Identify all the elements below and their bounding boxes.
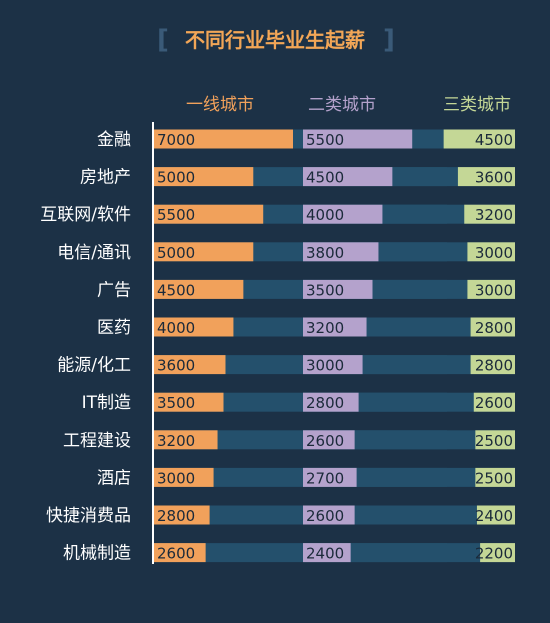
bar — [303, 279, 373, 299]
bar — [154, 279, 244, 299]
bar-value-label: 3000 — [157, 469, 195, 487]
bar-value-label: 3000 — [306, 357, 344, 375]
bar-track — [303, 505, 515, 525]
series-header: 二类城市 — [308, 95, 376, 115]
bar-value-label: 3800 — [306, 244, 344, 262]
bar-value-label: 3500 — [306, 281, 344, 299]
bar — [443, 129, 515, 149]
category-label: 机械制造 — [63, 544, 131, 564]
category-label: 工程建设 — [63, 431, 131, 451]
bar-value-label: 2800 — [475, 357, 513, 375]
bar-value-label: 2600 — [157, 545, 195, 563]
bar-value-label: 2600 — [475, 394, 513, 412]
title-group: [ 不同行业毕业生起薪 ] — [157, 25, 395, 55]
bar — [467, 242, 515, 262]
bar-value-label: 2800 — [306, 394, 344, 412]
bar — [154, 430, 218, 450]
title-bracket-left: [ — [157, 25, 169, 55]
bar-value-label: 4000 — [157, 319, 195, 337]
bar — [473, 392, 515, 412]
bar-value-label: 2400 — [475, 507, 513, 525]
category-label: 能源/化工 — [57, 356, 131, 376]
bar — [154, 467, 214, 487]
category-label: 广告 — [97, 280, 131, 300]
bar — [303, 242, 379, 262]
bar-value-label: 3000 — [475, 244, 513, 262]
bar-value-label: 5000 — [157, 244, 195, 262]
category-label: 医药 — [97, 318, 131, 338]
bar — [303, 467, 357, 487]
category-label: 酒店 — [97, 468, 131, 488]
bar — [154, 204, 264, 224]
bar-value-label: 3000 — [475, 281, 513, 299]
bar-value-label: 4000 — [306, 206, 344, 224]
bar-value-label: 5500 — [306, 131, 344, 149]
category-label: 电信/通讯 — [57, 243, 131, 263]
bar — [154, 242, 254, 262]
bar — [457, 167, 515, 187]
bar — [303, 355, 363, 375]
bar-value-label: 4500 — [475, 131, 513, 149]
bar-value-label: 2500 — [475, 469, 513, 487]
bar — [303, 129, 413, 149]
bar — [303, 204, 383, 224]
bar — [303, 505, 355, 525]
bar — [154, 392, 224, 412]
bar-value-label: 7000 — [157, 131, 195, 149]
category-label: 快捷消费品 — [46, 506, 131, 526]
bar — [475, 430, 515, 450]
bar — [154, 355, 226, 375]
bar-value-label: 3600 — [157, 357, 195, 375]
series-header: 一线城市 — [186, 95, 254, 115]
category-label: 房地产 — [80, 168, 131, 188]
bar — [154, 543, 206, 563]
title-bracket-right: ] — [383, 25, 395, 55]
bar — [464, 204, 515, 224]
bar — [467, 279, 515, 299]
bar — [476, 505, 515, 525]
bar — [154, 167, 254, 187]
bar-value-label: 2500 — [475, 432, 513, 450]
bar-value-label: 2700 — [306, 469, 344, 487]
bar-track — [303, 430, 515, 450]
bar-value-label: 2400 — [306, 545, 344, 563]
bar-track — [303, 543, 515, 563]
bar-value-label: 2800 — [157, 507, 195, 525]
bar-value-label: 3200 — [306, 319, 344, 337]
bar — [303, 430, 355, 450]
bar-value-label: 2600 — [306, 432, 344, 450]
bar — [475, 467, 515, 487]
bar-value-label: 4500 — [157, 281, 195, 299]
chart-title: 不同行业毕业生起薪 — [185, 28, 365, 52]
bar — [303, 167, 393, 187]
bar — [154, 505, 210, 525]
bar-value-label: 5500 — [157, 206, 195, 224]
category-label: 金融 — [97, 130, 131, 150]
category-label: IT制造 — [82, 393, 131, 413]
bar-value-label: 2800 — [475, 319, 513, 337]
bars: 7000 5500 4500 5000 4500 3600 5500 4000 3200 5000… — [154, 129, 515, 563]
bar-tracks — [154, 129, 515, 563]
bar — [303, 392, 359, 412]
bar-value-label: 4500 — [306, 169, 344, 187]
bar-value-label: 5000 — [157, 169, 195, 187]
bar — [470, 317, 515, 337]
bar — [303, 317, 367, 337]
bar — [303, 543, 351, 563]
bar-value-label: 2200 — [475, 545, 513, 563]
bar — [154, 129, 293, 149]
bar-value-label: 3600 — [475, 169, 513, 187]
bar-value-label: 2600 — [306, 507, 344, 525]
bar-value-label: 3200 — [157, 432, 195, 450]
bar — [154, 317, 234, 337]
category-label: 互联网/软件 — [40, 205, 131, 225]
series-header: 三类城市 — [443, 95, 511, 115]
bar — [470, 355, 515, 375]
bar — [480, 543, 515, 563]
bar-value-label: 3500 — [157, 394, 195, 412]
bar-value-label: 3200 — [475, 206, 513, 224]
series-headers: 一线城市 二类城市 三类城市 — [186, 95, 511, 115]
